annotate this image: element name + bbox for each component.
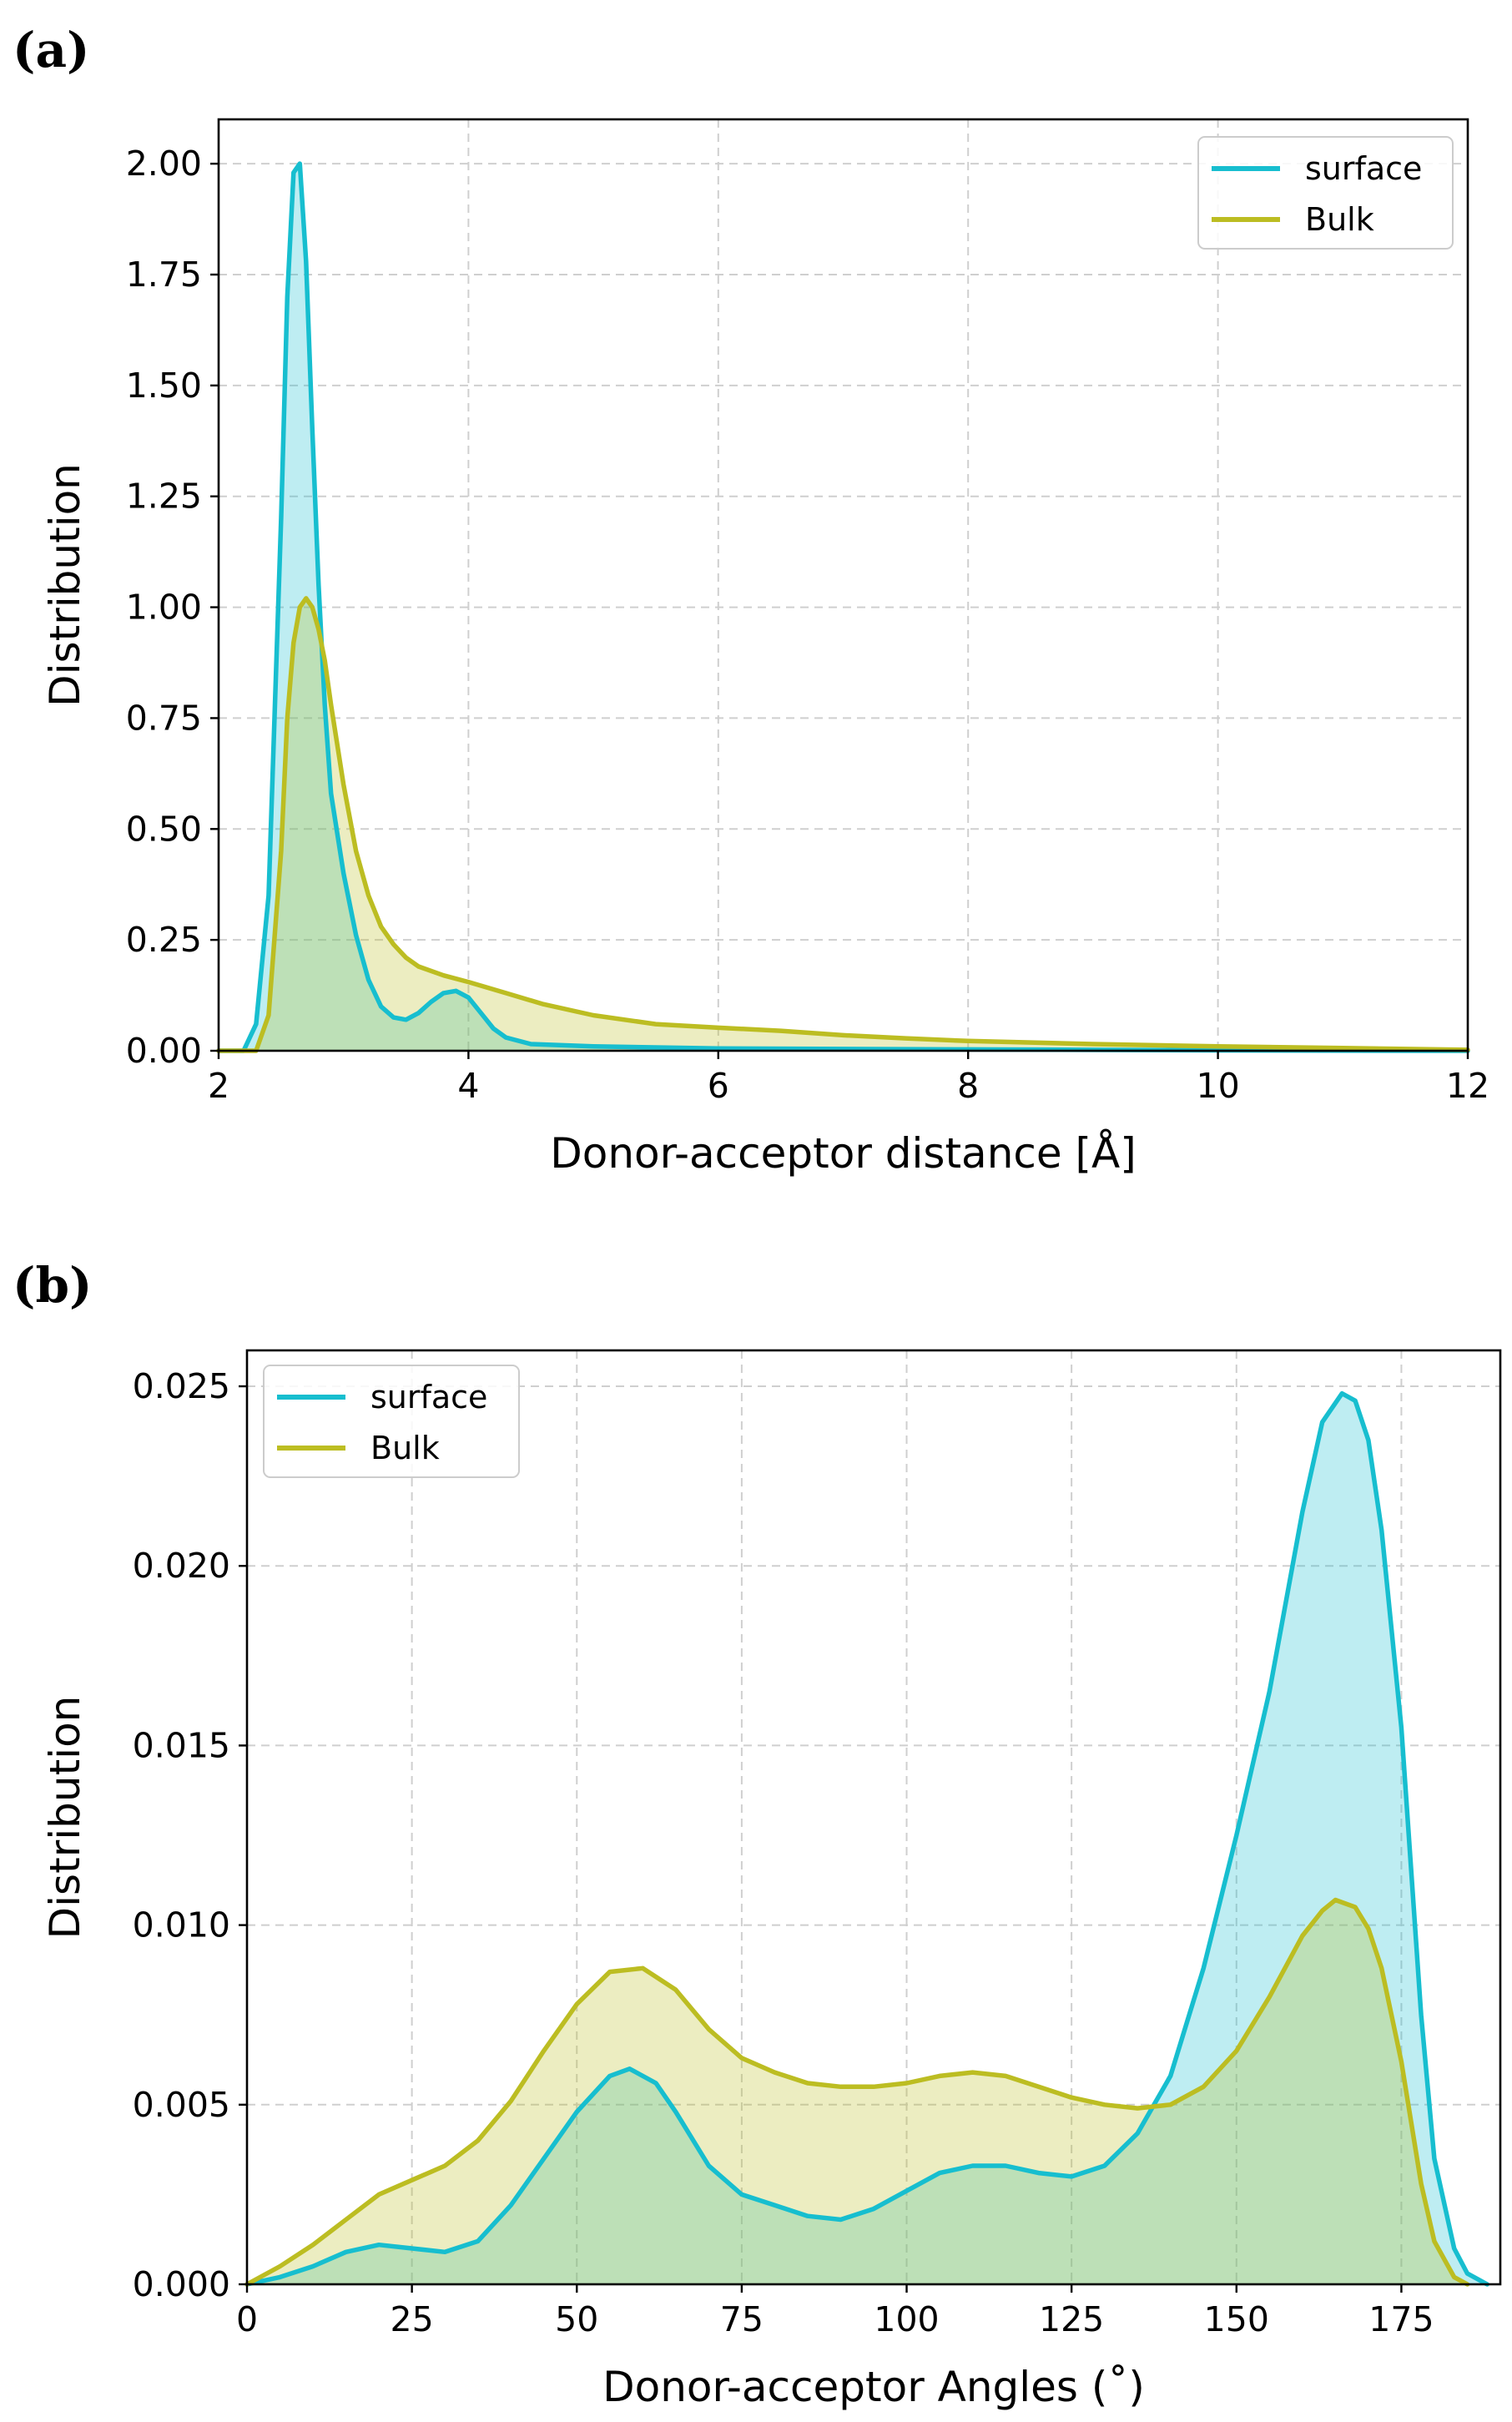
- chart-b-x-axis-label: Donor-acceptor Angles (˚): [602, 2363, 1145, 2411]
- chart-a-area-bulk: [219, 598, 1468, 1051]
- chart-a-xtick-label: 2: [208, 1066, 229, 1106]
- chart-b-y-axis-label: Distribution: [41, 1696, 89, 1940]
- chart-b-xtick-label: 125: [1039, 2299, 1104, 2339]
- chart-a-ytick-label: 0.50: [126, 809, 202, 849]
- chart-a-line-surface: [216, 161, 1470, 1053]
- chart-b-xtick-label: 75: [720, 2299, 764, 2339]
- chart-b-ytick-label: 0.025: [133, 1366, 230, 1406]
- chart-b-ytick-label: 0.015: [133, 1725, 230, 1765]
- chart-a-xtick-label: 6: [708, 1066, 729, 1106]
- chart-b-ytick-label: 0.005: [133, 2085, 230, 2125]
- chart-b-legend: surface Bulk: [263, 1365, 520, 1478]
- chart-a-ytick-label: 0.25: [126, 920, 202, 960]
- chart-a-ytick-label: 0.00: [126, 1031, 202, 1071]
- chart-b-axes-frame: [245, 1349, 1502, 2286]
- chart-a-xtick-label: 4: [457, 1066, 479, 1106]
- chart-b-angle-distribution: 0 25 50 75 100 125 150 175 0.000 0.005 0.010 0.015 0…: [41, 1349, 1502, 2411]
- chart-b-line-bulk: [244, 1897, 1470, 2287]
- chart-a-ytick-label: 0.75: [126, 698, 202, 738]
- chart-b-ytick-label: 0.020: [133, 1546, 230, 1586]
- chart-a-legend: surface Bulk: [1197, 136, 1454, 250]
- chart-a-ytick-label: 1.75: [126, 255, 202, 295]
- chart-b-xtick-label: 50: [555, 2299, 598, 2339]
- chart-b-area-bulk: [247, 1900, 1468, 2284]
- chart-a-axes-frame: [217, 118, 1469, 1052]
- chart-a-ytick-label: 2.00: [126, 144, 202, 184]
- chart-b-xtick-label: 150: [1204, 2299, 1269, 2339]
- chart-b-xtick-label: 0: [236, 2299, 258, 2339]
- chart-a-xtick-label: 8: [957, 1066, 979, 1106]
- chart-b-xtick-label: 25: [391, 2299, 434, 2339]
- chart-a-x-axis-label: Donor-acceptor distance [Å]: [550, 1129, 1137, 1178]
- chart-a-distance-distribution: 2 4 6 8 10 12 0.00 0.25 0.50 0.75 1.00 1.25 1.50 1.75…: [41, 118, 1489, 1178]
- chart-b-ytick-label: 0.010: [133, 1905, 230, 1945]
- chart-a-y-axis-label: Distribution: [41, 463, 89, 707]
- chart-a-xtick-label: 10: [1197, 1066, 1240, 1106]
- chart-a-legend-label-surface: surface: [1305, 150, 1422, 187]
- chart-b-xtick-label: 175: [1368, 2299, 1434, 2339]
- chart-a-area-surface: [219, 164, 1468, 1052]
- chart-a-xtick-label: 12: [1446, 1066, 1489, 1106]
- panel-a-label: (a): [13, 22, 89, 78]
- chart-a-line-bulk: [216, 596, 1470, 1053]
- chart-a-ytick-label: 1.50: [126, 366, 202, 406]
- chart-b-line-surface: [244, 1390, 1489, 2287]
- chart-b-legend-label-bulk: Bulk: [370, 1430, 440, 1466]
- chart-b-ytick-label: 0.000: [133, 2264, 230, 2304]
- chart-b-xtick-label: 100: [874, 2299, 939, 2339]
- chart-a-legend-label-bulk: Bulk: [1305, 201, 1374, 238]
- chart-a-ytick-label: 1.25: [126, 477, 202, 517]
- chart-a-ytick-label: 1.00: [126, 588, 202, 628]
- chart-b-legend-label-surface: surface: [370, 1379, 487, 1415]
- panel-b-label: (b): [13, 1257, 92, 1314]
